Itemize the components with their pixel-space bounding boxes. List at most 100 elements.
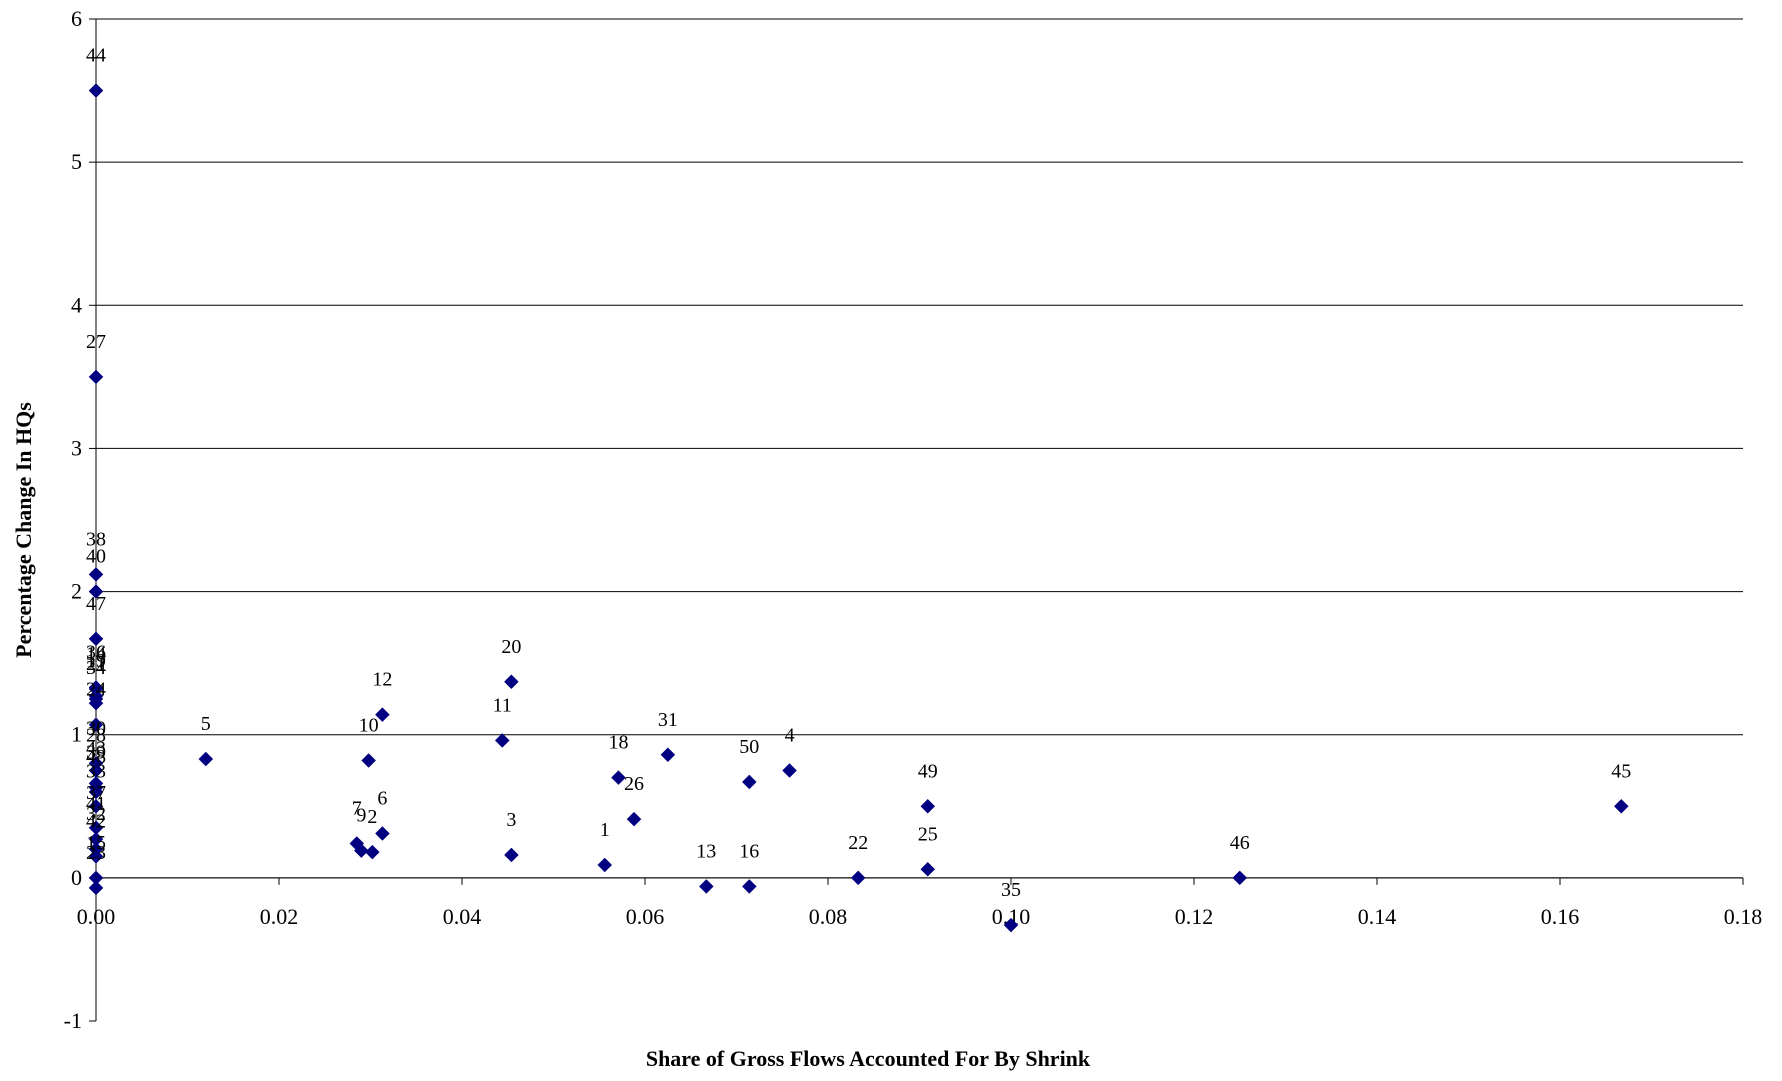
point-label: 9 [356, 805, 366, 827]
data-point [88, 798, 104, 814]
data-point [1003, 917, 1019, 933]
data-point [198, 751, 214, 767]
point-label: 18 [608, 732, 628, 754]
data-point [88, 849, 104, 864]
point-label: 40 [86, 546, 106, 568]
data-point [88, 83, 104, 98]
data-point [698, 879, 714, 894]
data-point [660, 747, 676, 763]
data-point [353, 843, 369, 859]
y-tick-label: 1 [71, 722, 82, 747]
data-point [88, 631, 104, 647]
x-axis-title: Share of Gross Flows Accounted For By Sh… [646, 1046, 1091, 1071]
point-label: 43 [86, 737, 106, 759]
y-tick-label: 5 [71, 149, 82, 174]
point-label: 20 [501, 636, 521, 658]
data-point [504, 847, 519, 863]
point-label: 16 [739, 840, 759, 862]
y-tick-label: 6 [71, 6, 82, 31]
point-label: 15 [86, 832, 106, 854]
data-point [741, 774, 757, 790]
data-points [88, 83, 1629, 933]
point-label: 1 [600, 819, 610, 841]
point-label: 30 [86, 717, 106, 739]
x-tick-label: 0.12 [1175, 904, 1214, 929]
point-label: 22 [848, 832, 868, 854]
point-label: 23 [86, 842, 106, 864]
data-point [88, 717, 104, 733]
data-point [1232, 870, 1248, 886]
x-tick-label: 0.14 [1358, 904, 1397, 929]
data-point [850, 870, 866, 886]
data-point [88, 880, 104, 896]
data-point [611, 770, 626, 786]
data-point [782, 763, 797, 778]
point-label: 24 [86, 679, 106, 701]
point-label: 47 [86, 593, 106, 615]
point-label: 2 [367, 806, 377, 828]
point-label: 39 [86, 742, 106, 764]
y-tick-label: 0 [71, 865, 82, 890]
data-point [364, 844, 380, 860]
x-tick-label: 0.08 [809, 904, 848, 929]
point-label: 14 [86, 643, 106, 665]
data-point [597, 857, 613, 873]
data-point [920, 798, 936, 814]
y-axis-title: Percentage Change In HQs [11, 402, 36, 658]
point-label: 46 [1230, 832, 1250, 854]
point-label: 4 [785, 725, 795, 747]
point-label: 44 [86, 45, 106, 67]
point-label: 50 [739, 736, 759, 758]
point-label: 49 [918, 760, 938, 782]
point-label: 38 [86, 528, 106, 550]
point-label: 45 [1611, 760, 1631, 782]
point-label: 41 [86, 793, 106, 815]
point-label: 11 [493, 694, 512, 716]
data-point [361, 753, 377, 768]
point-label: 32 [86, 803, 106, 825]
point-label: 31 [658, 709, 678, 731]
point-label: 34 [86, 657, 106, 679]
data-point [920, 861, 936, 877]
x-tick-label: 0.16 [1541, 904, 1580, 929]
point-label: 13 [696, 840, 716, 862]
point-label: 37 [86, 782, 106, 804]
point-label: 33 [86, 760, 106, 782]
data-point [1613, 798, 1629, 814]
point-label: 10 [359, 714, 379, 736]
y-tick-label: -1 [64, 1008, 82, 1033]
x-tick-label: 0.04 [443, 904, 482, 929]
data-point [375, 826, 390, 841]
y-tick-label: 4 [71, 292, 82, 317]
data-point [494, 733, 510, 748]
point-label: 48 [86, 746, 106, 768]
y-tick-label: 3 [71, 435, 82, 460]
point-label: 27 [86, 331, 106, 353]
data-point [375, 707, 390, 723]
point-labels: 4427384047361419213424302843394833374132… [86, 45, 1631, 902]
point-label: 7 [352, 798, 362, 820]
x-tick-label: 0.18 [1724, 904, 1763, 929]
point-label: 25 [918, 823, 938, 845]
data-point [626, 811, 642, 827]
point-label: 26 [624, 773, 644, 795]
point-label: 6 [377, 787, 387, 809]
data-point [88, 567, 104, 582]
x-tick-label: 0.06 [626, 904, 665, 929]
y-tick-label: 2 [71, 579, 82, 604]
point-label: 28 [86, 725, 106, 747]
point-label: 42 [86, 810, 106, 832]
point-label: 12 [372, 669, 392, 691]
point-label: 35 [1001, 879, 1021, 901]
point-label: 5 [201, 713, 211, 735]
gridlines [96, 18, 1743, 879]
x-tick-label: 0.00 [77, 904, 116, 929]
data-point [88, 369, 104, 385]
data-point [88, 695, 104, 711]
point-label: 3 [506, 809, 516, 831]
point-label: 19 [86, 650, 106, 672]
point-label: 36 [86, 641, 106, 663]
